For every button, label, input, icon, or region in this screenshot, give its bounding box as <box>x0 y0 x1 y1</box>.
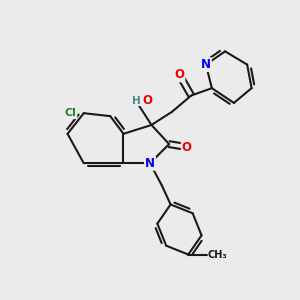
Text: H: H <box>132 96 141 106</box>
Text: N: N <box>145 157 155 170</box>
Text: N: N <box>201 58 211 71</box>
Text: Cl: Cl <box>64 108 76 118</box>
Text: O: O <box>174 68 184 81</box>
Text: O: O <box>142 94 153 107</box>
Text: CH₃: CH₃ <box>208 250 227 260</box>
Text: O: O <box>182 141 192 154</box>
